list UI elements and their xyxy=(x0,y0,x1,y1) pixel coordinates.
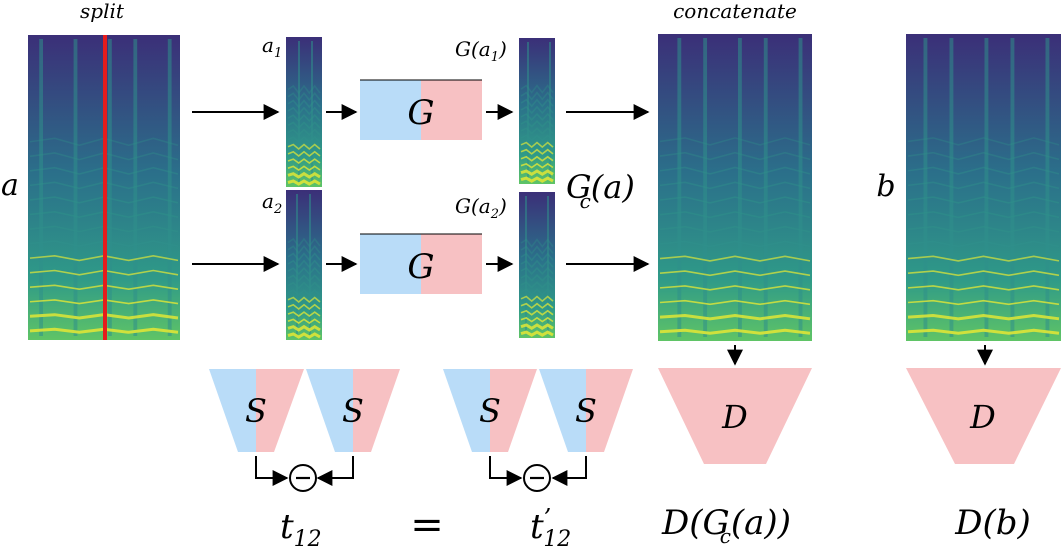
t12-prime-label: t’ 12 xyxy=(530,504,571,550)
a1-label: a1 xyxy=(262,33,282,61)
t12-label: t12 xyxy=(280,507,322,550)
spectrogram-g-a1 xyxy=(519,38,555,184)
input-b-label: b xyxy=(876,169,895,204)
input-a-label: a xyxy=(1,168,19,203)
minus-operator-left xyxy=(289,464,317,492)
connector-s4 xyxy=(551,456,587,486)
d-gc-a-label: D(Gc(a)) xyxy=(661,503,791,548)
gc-a-label: Gc(a) xyxy=(566,168,635,213)
a2-label: a2 xyxy=(262,189,282,217)
connector-s2 xyxy=(316,456,354,486)
generator-bottom: G xyxy=(360,233,482,294)
siamese-network-3: S xyxy=(443,369,537,452)
minus-operator-right xyxy=(523,464,551,492)
siamese-network-2: S xyxy=(306,369,400,452)
connector-s3 xyxy=(489,456,523,486)
concatenate-label: concatenate xyxy=(673,0,797,23)
svg-text:S: S xyxy=(575,392,597,430)
siamese-network-1: S xyxy=(209,369,304,452)
discriminator-gc: D xyxy=(658,368,812,464)
discriminator-b: D xyxy=(906,368,1061,464)
spectrogram-a2 xyxy=(286,190,322,340)
svg-text:D: D xyxy=(969,398,996,436)
svg-text:G: G xyxy=(407,93,434,133)
siamese-network-4: S xyxy=(539,369,633,452)
spectrogram-a1 xyxy=(286,37,322,187)
d-b-label: D(b) xyxy=(954,503,1031,543)
connector-s1 xyxy=(255,456,289,486)
svg-text:G: G xyxy=(407,247,434,287)
svg-text:S: S xyxy=(245,392,267,430)
split-label: split xyxy=(80,0,125,23)
svg-text:S: S xyxy=(342,392,364,430)
svg-text:S: S xyxy=(479,392,501,430)
spectrogram-concatenated xyxy=(658,34,812,341)
spectrogram-g-a2 xyxy=(519,192,555,338)
equals-sign: = xyxy=(410,502,444,548)
g-a1-label: G(a1) xyxy=(455,37,507,65)
generator-top: G xyxy=(360,79,482,140)
svg-text:D: D xyxy=(721,398,748,436)
g-a2-label: G(a2) xyxy=(455,194,507,222)
spectrogram-b xyxy=(906,34,1061,341)
